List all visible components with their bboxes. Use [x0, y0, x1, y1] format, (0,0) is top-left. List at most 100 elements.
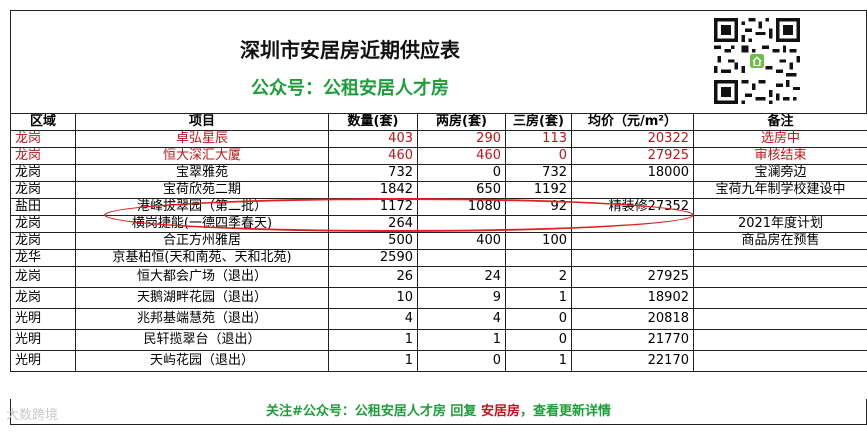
cell-project: 宝荷欣苑二期: [75, 181, 329, 199]
cell-two-room: 24: [417, 266, 506, 288]
cell-three-room: 113: [505, 130, 572, 148]
cell-avg-price: 20818: [571, 308, 694, 330]
table-row: 龙华 京基柏恒(天和南苑、天和北苑) 2590: [10, 249, 867, 267]
table-row: 龙岗 合正方州雅居 500 400 100 商品房在预售: [10, 232, 867, 250]
table-row: 光明 天屿花园（退出） 1 0 1 22170: [10, 350, 867, 372]
cell-project: 卓弘星辰: [75, 130, 329, 148]
cell-region: 龙岗: [10, 147, 76, 165]
cell-region: 龙岗: [10, 215, 76, 233]
cell-note: [693, 329, 867, 351]
cell-three-room: 1192: [505, 181, 572, 199]
cell-region: 光明: [10, 329, 76, 351]
table-body: 龙岗 卓弘星辰 403 290 113 20322 选房中 龙岗 恒大深汇大厦 460 460 0 27…: [10, 130, 867, 372]
cell-region: 龙岗: [10, 266, 76, 288]
cell-count: 1172: [328, 198, 418, 216]
page-subtitle: 公众号：公租安居人才房: [251, 78, 449, 99]
cell-note: [693, 308, 867, 330]
table-row: 盐田 港峰拔翠园（第二批） 1172 1080 92 精装修27352: [10, 198, 867, 216]
table-row: 龙岗 天鹅湖畔花园（退出） 10 9 1 18902: [10, 287, 867, 309]
cell-project: 京基柏恒(天和南苑、天和北苑): [75, 249, 329, 267]
cell-three-room: 1: [505, 287, 572, 309]
footer-text-1: 关注#公众号：公租安居人才房 回复: [266, 404, 481, 419]
cell-two-room: 0: [417, 164, 506, 182]
cell-three-room: 92: [505, 198, 572, 216]
header-three-room: 三房(套): [505, 113, 572, 131]
table-row: 龙岗 恒大深汇大厦 460 460 0 27925 审核结束: [10, 147, 867, 165]
cell-three-room: 1: [505, 350, 572, 372]
cell-two-room: 1: [417, 329, 506, 351]
cell-two-room: [417, 215, 506, 233]
cell-two-room: 9: [417, 287, 506, 309]
cell-project: 民轩揽翠台（退出）: [75, 329, 329, 351]
table-row: 光明 兆邦基端慧苑（退出） 4 4 0 20818: [10, 308, 867, 330]
cell-note: 审核结束: [693, 147, 867, 165]
cell-project: 天鹅湖畔花园（退出）: [75, 287, 329, 309]
qr-code-icon: [714, 18, 800, 104]
cell-avg-price: [571, 215, 694, 233]
cell-region: 龙华: [10, 249, 76, 267]
cell-project: 恒大都会广场（退出）: [75, 266, 329, 288]
table-row: 龙岗 宝荷欣苑二期 1842 650 1192 宝荷九年制学校建设中: [10, 181, 867, 199]
cell-two-room: 400: [417, 232, 506, 250]
cell-project: 港峰拔翠园（第二批）: [75, 198, 329, 216]
cell-three-room: 0: [505, 147, 572, 165]
cell-avg-price: [571, 181, 694, 199]
table-row: 龙岗 恒大都会广场（退出） 26 24 2 27925: [10, 266, 867, 288]
cell-project: 宝翠雅苑: [75, 164, 329, 182]
cell-region: 盐田: [10, 198, 76, 216]
header-row: 区域 项目 数量(套) 两房(套) 三房(套) 均价（元/m²） 备注: [10, 113, 867, 131]
cell-project: 兆邦基端慧苑（退出）: [75, 308, 329, 330]
cell-three-room: 0: [505, 308, 572, 330]
cell-count: 1: [328, 350, 418, 372]
footer-keyword: 安居房: [480, 404, 520, 419]
cell-three-room: 2: [505, 266, 572, 288]
cell-note: 宝荷九年制学校建设中: [693, 181, 867, 199]
cell-region: 龙岗: [10, 232, 76, 250]
cell-region: 龙岗: [10, 130, 76, 148]
cell-two-room: [417, 249, 506, 267]
cell-region: 光明: [10, 350, 76, 372]
cell-avg-price: [571, 249, 694, 267]
header-avg-price: 均价（元/m²）: [571, 113, 694, 131]
cell-three-room: 732: [505, 164, 572, 182]
top-border: [10, 10, 867, 11]
table-row: 龙岗 横岗捷能(一德四季春天) 264 2021年度计划: [10, 215, 867, 233]
cell-region: 龙岗: [10, 181, 76, 199]
cell-count: 1842: [328, 181, 418, 199]
page-title: 深圳市安居房近期供应表: [240, 38, 460, 62]
cell-note: [693, 249, 867, 267]
cell-region: 光明: [10, 308, 76, 330]
cell-avg-price: 27925: [571, 147, 694, 165]
header-project: 项目: [75, 113, 329, 131]
cell-note: 选房中: [693, 130, 867, 148]
cell-note: 2021年度计划: [693, 215, 867, 233]
cell-two-room: 650: [417, 181, 506, 199]
cell-avg-price: 18902: [571, 287, 694, 309]
cell-region: 龙岗: [10, 287, 76, 309]
cell-count: 4: [328, 308, 418, 330]
qr-code-image: [714, 18, 800, 104]
cell-avg-price: [571, 232, 694, 250]
cell-project: 横岗捷能(一德四季春天): [75, 215, 329, 233]
cell-avg-price: 18000: [571, 164, 694, 182]
cell-note: 商品房在预售: [693, 232, 867, 250]
cell-project: 合正方州雅居: [75, 232, 329, 250]
header-count: 数量(套): [328, 113, 418, 131]
cell-project: 天屿花园（退出）: [75, 350, 329, 372]
cell-note: 宝澜旁边: [693, 164, 867, 182]
cell-note: [693, 287, 867, 309]
cell-count: 1: [328, 329, 418, 351]
cell-avg-price: 21770: [571, 329, 694, 351]
cell-two-room: 290: [417, 130, 506, 148]
header-region: 区域: [10, 113, 76, 131]
cell-count: 732: [328, 164, 418, 182]
cell-note: [693, 266, 867, 288]
cell-two-room: 4: [417, 308, 506, 330]
cell-three-room: 100: [505, 232, 572, 250]
cell-count: 2590: [328, 249, 418, 267]
cell-avg-price: 22170: [571, 350, 694, 372]
footer-banner: 关注#公众号：公租安居人才房 回复 安居房，查看更新详情: [10, 399, 867, 425]
cell-three-room: 0: [505, 329, 572, 351]
table-row: 龙岗 宝翠雅苑 732 0 732 18000 宝澜旁边: [10, 164, 867, 182]
